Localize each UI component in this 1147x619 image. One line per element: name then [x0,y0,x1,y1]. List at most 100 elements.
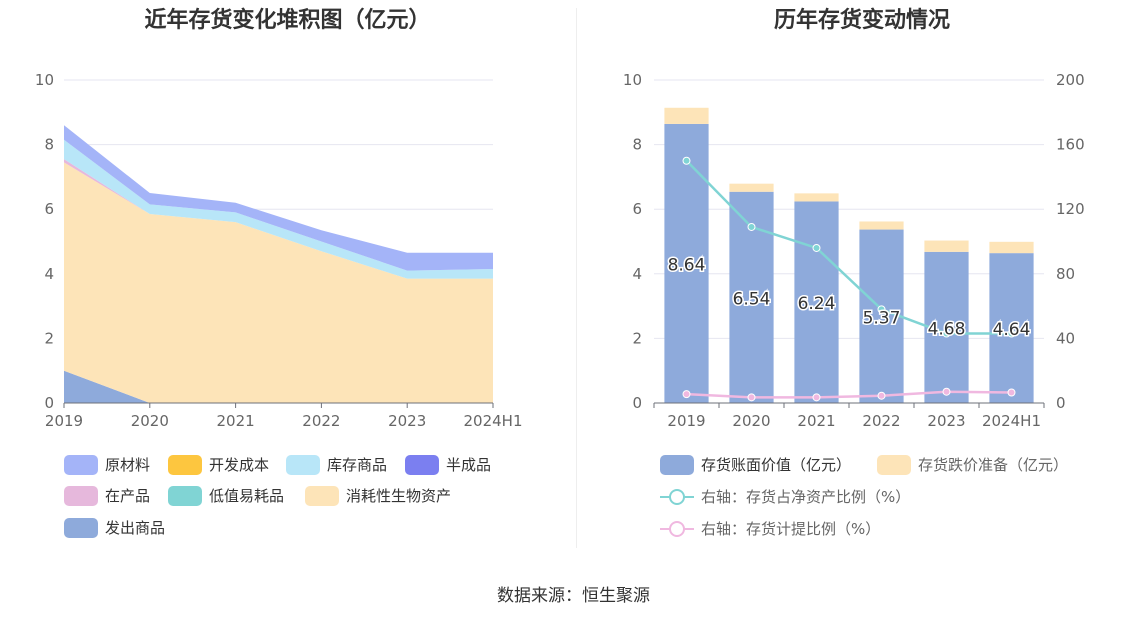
legend-swatch [660,487,694,507]
line-point [1007,329,1016,338]
legend-label: 低值易耗品 [209,487,285,505]
area-series [64,139,493,279]
line-point [682,390,691,399]
legend-item[interactable]: 原材料 [64,454,150,475]
x-tick-label: 2023 [927,412,965,430]
legend-swatch [286,454,320,475]
x-tick-label: 2022 [302,412,340,430]
line-series [685,159,1012,335]
bar-chart-legend: 存货账面价值（亿元） 存货跌价准备（亿元） 右轴：存货占净资产比例（%） 右轴：存货计… [577,0,1147,560]
bar [859,221,904,230]
bar [794,193,839,202]
y-tick-label: 10 [35,71,54,89]
legend-item[interactable]: 右轴：存货计提比例（%） [660,518,880,539]
y2-tick-label: 40 [1056,329,1075,347]
legend-swatch [168,454,202,475]
legend-item[interactable]: 低值易耗品 [168,485,284,506]
y-tick-label: 2 [44,329,54,347]
legend-label: 原材料 [105,456,151,474]
bar [664,123,709,403]
legend-item[interactable]: 在产品 [64,485,150,506]
legend-swatch [64,485,98,506]
legend-label: 半成品 [446,456,492,474]
legend-label: 右轴：存货占净资产比例（%） [701,488,911,506]
y-tick-label: 4 [632,265,642,283]
line-point [877,305,886,314]
line-point [682,156,691,165]
legend-item[interactable]: 库存商品 [286,454,387,475]
legend-label: 库存商品 [327,456,388,474]
chart-title: 历年存货变动情况 [773,8,950,33]
area-series [64,162,493,403]
y-tick-label: 0 [44,394,54,412]
bar-data-label: 8.64 [668,255,706,275]
y-tick-label: 6 [632,200,642,218]
legend-item[interactable]: 半成品 [405,454,491,475]
legend-item[interactable]: 开发成本 [168,454,269,475]
legend-swatch [64,517,98,538]
x-tick-label: 2019 [45,412,83,430]
chart-title: 近年存货变化堆积图（亿元） [144,8,431,33]
bar [924,240,969,252]
x-tick-label: 2023 [388,412,426,430]
y-tick-label: 4 [44,265,54,283]
line-point [812,243,821,252]
bar-data-label: 4.64 [993,320,1031,340]
y2-tick-label: 160 [1056,136,1085,154]
area-chart-legend: 原材料 开发成本 库存商品 半成品在产品 低值易耗品 消耗性生物资产发出商品 [0,0,575,560]
y2-tick-label: 80 [1056,265,1075,283]
x-tick-label: 2020 [131,412,169,430]
area-series [64,125,493,271]
line-point [942,387,951,396]
y-tick-label: 2 [632,329,642,347]
bar [664,107,709,124]
legend-label: 开发成本 [209,456,270,474]
legend-swatch [168,485,202,506]
stacked-area-chart: 0 2 4 6 8 10 2019 2020 2021 2022 2023 2024H1 [35,71,523,430]
legend-item[interactable]: 存货跌价准备（亿元） [877,454,1068,475]
legend-swatch [660,519,694,539]
bar-line-combo-chart: 0 2 4 6 8 10 0 40 80 120 160 200 2019 2020 2021 2022 202… [623,71,1085,430]
x-tick-label: 2021 [797,412,835,430]
legend-label: 存货账面价值（亿元） [701,456,852,474]
bar-line-chart-panel: 历年存货变动情况 0 2 4 6 8 10 0 40 80 120 160 200 2019 2020 20… [577,0,1147,560]
legend-item[interactable]: 发出商品 [64,517,165,538]
bar-data-label: 6.24 [798,294,836,314]
bar [729,183,774,192]
line-point [812,393,821,402]
x-tick-label: 2019 [667,412,705,430]
line-point [747,393,756,402]
legend-swatch [305,485,339,506]
x-tick-label: 2021 [217,412,255,430]
bar [859,229,904,403]
y-tick-label: 8 [44,136,54,154]
legend-item[interactable]: 消耗性生物资产 [305,485,451,506]
bar-data-label: 6.54 [733,289,771,309]
line-point [877,391,886,400]
y-tick-label: 6 [44,200,54,218]
bar-data-label: 4.68 [928,319,966,339]
legend-item[interactable]: 右轴：存货占净资产比例（%） [660,486,910,507]
x-tick-label: 2022 [862,412,900,430]
legend-label: 发出商品 [105,519,166,537]
line-point [1007,388,1016,397]
legend-item[interactable]: 存货账面价值（亿元） [660,454,851,475]
bar [989,253,1034,403]
legend-label: 存货跌价准备（亿元） [918,456,1069,474]
y-tick-label: 10 [623,71,642,89]
legend-label: 右轴：存货计提比例（%） [701,520,881,538]
y2-tick-label: 0 [1056,394,1066,412]
legend-swatch [405,454,439,475]
line-point [747,222,756,231]
x-tick-label: 2024H1 [464,412,523,430]
area-series [64,370,493,403]
y2-tick-label: 200 [1056,71,1085,89]
legend-label: 在产品 [105,487,151,505]
y-tick-label: 8 [632,136,642,154]
bar [794,201,839,403]
bar [989,241,1034,254]
x-tick-label: 2020 [732,412,770,430]
data-source-note: 数据来源：恒生聚源 [497,586,650,606]
legend-label: 消耗性生物资产 [346,487,452,505]
bar-data-label: 5.37 [863,308,901,328]
